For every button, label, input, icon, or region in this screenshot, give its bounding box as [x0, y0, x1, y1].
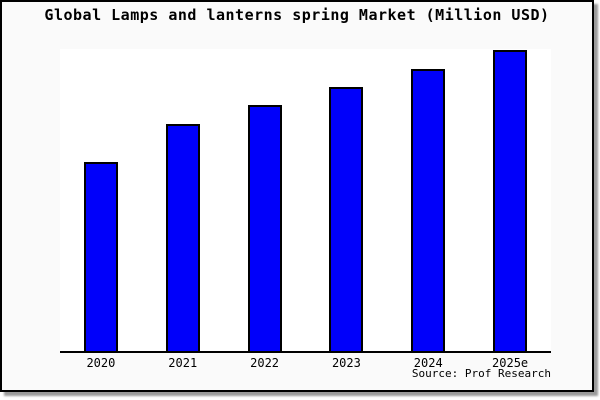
x-tick-label-2021: 2021 [168, 356, 198, 370]
bar-2025e [493, 49, 528, 351]
x-tick-label-2023: 2023 [331, 356, 361, 370]
bar-2023 [329, 86, 364, 351]
x-tick-label-2024: 2024 [413, 356, 443, 370]
source-text: Source: Prof Research [411, 367, 551, 380]
x-tick-label-2025e: 2025e [492, 356, 529, 370]
chart-title: Global Lamps and lanterns spring Market … [44, 6, 550, 24]
bar-2021 [165, 123, 200, 351]
x-tick-label-2020: 2020 [86, 356, 116, 370]
bar-2024 [411, 68, 446, 351]
bar-2020 [83, 161, 118, 351]
bar-2022 [247, 105, 282, 351]
x-tick-label-2022: 2022 [250, 356, 280, 370]
plot-area [60, 49, 551, 353]
